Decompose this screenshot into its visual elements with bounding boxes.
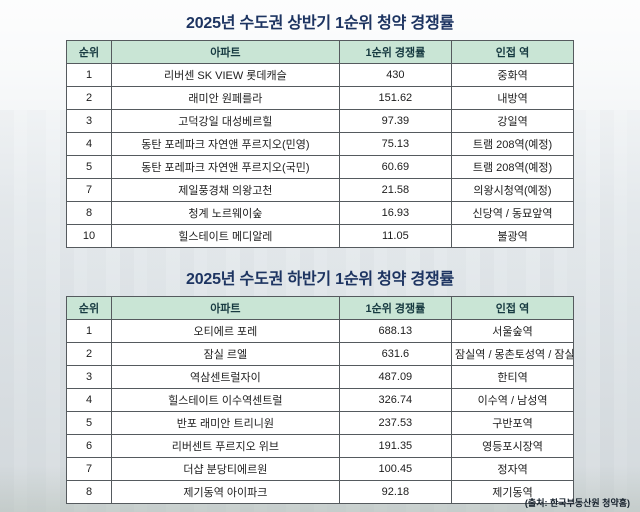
- rate-cell: 631.6: [338, 342, 453, 366]
- table-row: 2 래미안 원페를라 151.62 내방역: [65, 86, 574, 110]
- apartment-cell: 역삼센트럴자이: [111, 365, 340, 389]
- station-cell: 내방역: [451, 86, 574, 110]
- rate-cell: 21.58: [338, 178, 453, 202]
- rate-cell: 97.39: [338, 109, 453, 133]
- header-row: 순위 아파트 1순위 경쟁률 인접 역: [65, 296, 574, 320]
- table-row: 3 역삼센트럴자이 487.09 한티역: [65, 365, 574, 389]
- rate-cell: 11.05: [338, 224, 453, 248]
- apartment-cell: 동탄 포레파크 자연앤 푸르지오(민영): [111, 132, 340, 156]
- apartment-cell: 동탄 포레파크 자연앤 푸르지오(국민): [111, 155, 340, 179]
- station-cell: 중화역: [451, 63, 574, 87]
- apartment-cell: 고덕강일 대성베르힐: [111, 109, 340, 133]
- rank-cell: 2: [65, 86, 113, 110]
- station-cell: 잠실역 / 몽촌토성역 / 잠실나루역: [451, 342, 574, 366]
- apartment-cell: 리버센트 푸르지오 위브: [111, 434, 340, 458]
- second-half-table: 순위 아파트 1순위 경쟁률 인접 역 1 오티에르 포레 688.13 서울숲역 2 잠실 르엘…: [65, 296, 574, 504]
- table-row: 7 제일풍경채 의왕고천 21.58 의왕시청역(예정): [65, 178, 574, 202]
- rate-cell: 16.93: [338, 201, 453, 225]
- table-row: 8 제기동역 아이파크 92.18 제기동역: [65, 480, 574, 504]
- apartment-cell: 제일풍경채 의왕고천: [111, 178, 340, 202]
- rate-cell: 688.13: [338, 319, 453, 343]
- table-row: 10 힐스테이트 메디알레 11.05 불광역: [65, 224, 574, 248]
- table-row: 7 더샵 분당티에르원 100.45 정자역: [65, 457, 574, 481]
- column-header: 인접 역: [451, 296, 574, 320]
- column-header: 순위: [65, 40, 113, 64]
- second-half-title: 2025년 수도권 하반기 1순위 청약 경쟁률: [186, 271, 454, 288]
- rate-cell: 487.09: [338, 365, 453, 389]
- table-row: 1 리버센 SK VIEW 롯데캐슬 430 중화역: [65, 63, 574, 87]
- station-cell: 강일역: [451, 109, 574, 133]
- table-row: 5 동탄 포레파크 자연앤 푸르지오(국민) 60.69 트램 208역(예정): [65, 155, 574, 179]
- station-cell: 불광역: [451, 224, 574, 248]
- first-half-title: 2025년 수도권 상반기 1순위 청약 경쟁률: [186, 15, 454, 32]
- rank-cell: 4: [65, 132, 113, 156]
- station-cell: 트램 208역(예정): [451, 132, 574, 156]
- table-row: 6 리버센트 푸르지오 위브 191.35 영등포시장역: [65, 434, 574, 458]
- column-header: 아파트: [111, 40, 340, 64]
- table-row: 4 힐스테이트 이수역센트럴 326.74 이수역 / 남성역: [65, 388, 574, 412]
- station-cell: 영등포시장역: [451, 434, 574, 458]
- table-row: 1 오티에르 포레 688.13 서울숲역: [65, 319, 574, 343]
- rank-cell: 5: [65, 155, 113, 179]
- rate-cell: 92.18: [338, 480, 453, 504]
- apartment-cell: 힐스테이트 이수역센트럴: [111, 388, 340, 412]
- rank-cell: 8: [65, 480, 113, 504]
- rate-cell: 237.53: [338, 411, 453, 435]
- column-header: 아파트: [111, 296, 340, 320]
- apartment-cell: 힐스테이트 메디알레: [111, 224, 340, 248]
- station-cell: 한티역: [451, 365, 574, 389]
- rate-cell: 100.45: [338, 457, 453, 481]
- rank-cell: 5: [65, 411, 113, 435]
- station-cell: 구반포역: [451, 411, 574, 435]
- rank-cell: 1: [65, 319, 113, 343]
- column-header: 인접 역: [451, 40, 574, 64]
- apartment-cell: 반포 래미안 트리니원: [111, 411, 340, 435]
- rate-cell: 60.69: [338, 155, 453, 179]
- rank-cell: 2: [65, 342, 113, 366]
- rate-cell: 326.74: [338, 388, 453, 412]
- first-half-section: 2025년 수도권 상반기 1순위 청약 경쟁률 순위 아파트 1순위 경쟁률 인접 …: [0, 9, 640, 248]
- rank-cell: 4: [65, 388, 113, 412]
- rank-cell: 8: [65, 201, 113, 225]
- rate-cell: 75.13: [338, 132, 453, 156]
- rank-cell: 3: [65, 109, 113, 133]
- apartment-cell: 더샵 분당티에르원: [111, 457, 340, 481]
- rank-cell: 6: [65, 434, 113, 458]
- column-header: 순위: [65, 296, 113, 320]
- rank-cell: 1: [65, 63, 113, 87]
- rank-cell: 3: [65, 365, 113, 389]
- table-row: 5 반포 래미안 트리니원 237.53 구반포역: [65, 411, 574, 435]
- station-cell: 트램 208역(예정): [451, 155, 574, 179]
- station-cell: 서울숲역: [451, 319, 574, 343]
- apartment-cell: 청계 노르웨이숲: [111, 201, 340, 225]
- apartment-cell: 리버센 SK VIEW 롯데캐슬: [111, 63, 340, 87]
- table-row: 8 청계 노르웨이숲 16.93 신당역 / 동묘앞역: [65, 201, 574, 225]
- table-row: 3 고덕강일 대성베르힐 97.39 강일역: [65, 109, 574, 133]
- column-header: 1순위 경쟁률: [338, 40, 453, 64]
- table-row: 4 동탄 포레파크 자연앤 푸르지오(민영) 75.13 트램 208역(예정): [65, 132, 574, 156]
- rank-cell: 7: [65, 178, 113, 202]
- station-cell: 의왕시청역(예정): [451, 178, 574, 202]
- apartment-cell: 래미안 원페를라: [111, 86, 340, 110]
- header-row: 순위 아파트 1순위 경쟁률 인접 역: [65, 40, 574, 64]
- source-credit: (출처: 한국부동산원 청약홈): [524, 498, 630, 508]
- rate-cell: 151.62: [338, 86, 453, 110]
- apartment-cell: 잠실 르엘: [111, 342, 340, 366]
- apartment-cell: 오티에르 포레: [111, 319, 340, 343]
- second-half-section: 2025년 수도권 하반기 1순위 청약 경쟁률 순위 아파트 1순위 경쟁률 인접 …: [0, 265, 640, 504]
- rate-cell: 430: [338, 63, 453, 87]
- station-cell: 신당역 / 동묘앞역: [451, 201, 574, 225]
- rank-cell: 10: [65, 224, 113, 248]
- station-cell: 정자역: [451, 457, 574, 481]
- first-half-table: 순위 아파트 1순위 경쟁률 인접 역 1 리버센 SK VIEW 롯데캐슬 430 중화역 2…: [65, 40, 574, 248]
- station-cell: 이수역 / 남성역: [451, 388, 574, 412]
- rank-cell: 7: [65, 457, 113, 481]
- column-header: 1순위 경쟁률: [338, 296, 453, 320]
- station-cell: 제기동역: [451, 480, 574, 504]
- rate-cell: 191.35: [338, 434, 453, 458]
- apartment-cell: 제기동역 아이파크: [111, 480, 340, 504]
